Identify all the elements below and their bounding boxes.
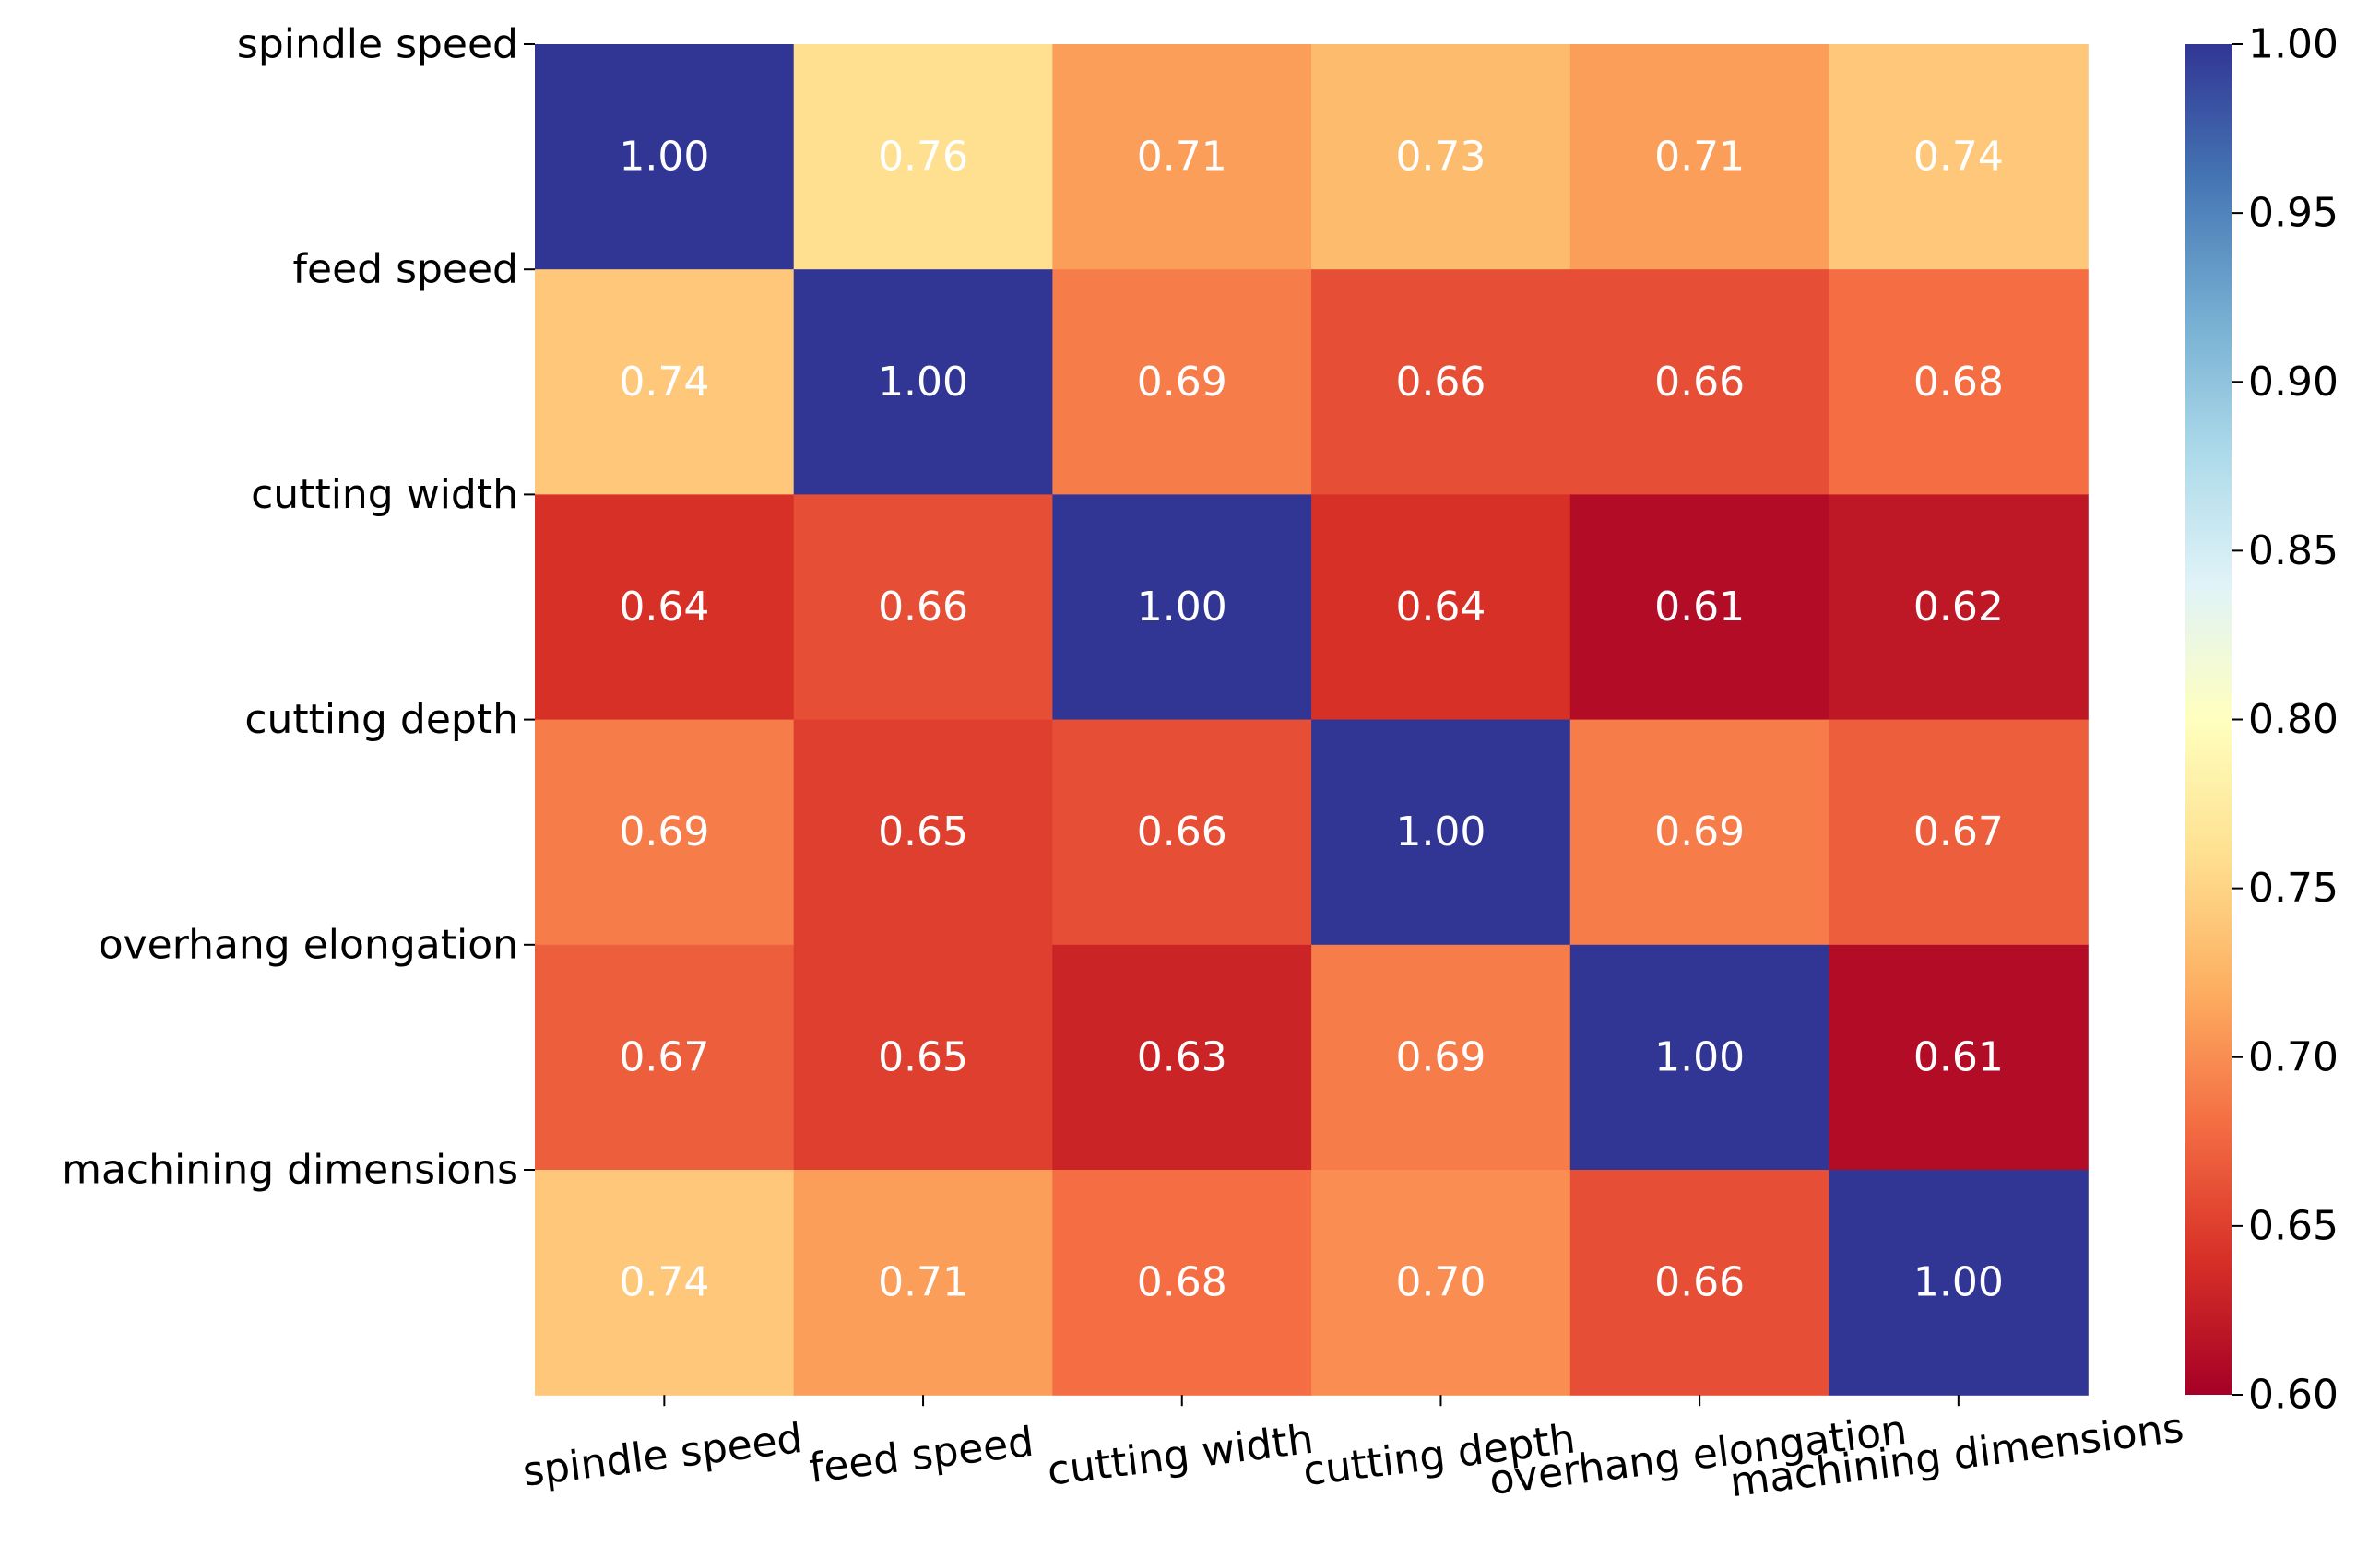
cell-value-label: 0.70 bbox=[1395, 1259, 1486, 1306]
heatmap-cell-3-1 bbox=[793, 719, 1053, 946]
colorbar-tick-label: 0.75 bbox=[2248, 865, 2339, 912]
cell-value-label: 0.69 bbox=[1137, 359, 1227, 406]
cell-value-label: 0.65 bbox=[878, 808, 968, 855]
cell-value-label: 0.67 bbox=[619, 1033, 709, 1080]
cell-value-label: 0.65 bbox=[878, 1033, 968, 1080]
colorbar-gradient bbox=[2185, 44, 2232, 1395]
cell-value-label: 0.68 bbox=[1137, 1259, 1227, 1306]
y-tick-label: overhang elongation bbox=[99, 921, 518, 968]
cell-value-label: 0.64 bbox=[1395, 584, 1486, 631]
colorbar-tick-label: 0.80 bbox=[2248, 696, 2339, 743]
heatmap-cell-4-3 bbox=[1311, 944, 1571, 1171]
cell-value-label: 0.71 bbox=[1654, 134, 1745, 181]
cell-value-label: 0.69 bbox=[619, 808, 709, 855]
cell-value-label: 0.63 bbox=[1137, 1033, 1227, 1080]
heatmap-cell-3-3 bbox=[1311, 719, 1571, 946]
heatmap-cell-0-5 bbox=[1829, 44, 2089, 270]
heatmap-cell-5-4 bbox=[1569, 1170, 1830, 1396]
heatmap-cell-1-5 bbox=[1829, 269, 2089, 495]
heatmap-cell-5-2 bbox=[1052, 1170, 1312, 1396]
heatmap-cell-5-3 bbox=[1311, 1170, 1571, 1396]
cell-value-label: 1.00 bbox=[878, 359, 968, 406]
x-tick-label: cutting width bbox=[1045, 1416, 1316, 1495]
cell-value-label: 1.00 bbox=[1654, 1033, 1745, 1080]
cell-value-label: 0.66 bbox=[1654, 359, 1745, 406]
heatmap-annotations: 1.00 0.76 0.71 0.73 0.71 0.74 0.74 1.00 0.69 0.66… bbox=[619, 134, 2003, 1306]
heatmap-cell-0-1 bbox=[793, 44, 1053, 270]
cell-value-label: 0.66 bbox=[1654, 1259, 1745, 1306]
x-axis: spindle speed feed speed cutting widthcutt… bbox=[520, 1395, 2186, 1506]
cell-value-label: 0.67 bbox=[1913, 808, 2004, 855]
cell-value-label: 1.00 bbox=[619, 134, 709, 181]
cell-value-label: 0.69 bbox=[1654, 808, 1745, 855]
cell-value-label: 0.66 bbox=[1137, 808, 1227, 855]
cell-value-label: 0.68 bbox=[1913, 359, 2004, 406]
cell-value-label: 0.71 bbox=[1137, 134, 1227, 181]
x-tick-label: feed speed bbox=[807, 1419, 1036, 1492]
cell-value-label: 0.61 bbox=[1913, 1033, 2004, 1080]
heatmap-cell-2-1 bbox=[793, 494, 1053, 721]
cell-value-label: 0.71 bbox=[878, 1259, 968, 1306]
heatmap-cell-4-0 bbox=[535, 944, 795, 1171]
heatmap-cell-4-1 bbox=[793, 944, 1053, 1171]
colorbar: 0.60 0.65 0.70 0.75 0.80 0.85 0.90 0.95 1.00 bbox=[2185, 21, 2339, 1419]
heatmap-cell-2-5 bbox=[1829, 494, 2089, 721]
cell-value-label: 1.00 bbox=[1137, 584, 1227, 631]
heatmap-cell-5-0 bbox=[535, 1170, 795, 1396]
cell-value-label: 0.74 bbox=[619, 1259, 709, 1306]
heatmap-cell-4-2 bbox=[1052, 944, 1312, 1171]
y-tick-label: machining dimensions bbox=[62, 1147, 518, 1194]
cell-value-label: 0.66 bbox=[878, 584, 968, 631]
cell-value-label: 0.66 bbox=[1395, 359, 1486, 406]
heatmap-cell-5-5 bbox=[1829, 1170, 2089, 1396]
y-tick-label: cutting width bbox=[251, 471, 518, 518]
cell-value-label: 0.74 bbox=[619, 359, 709, 406]
heatmap-cell-3-5 bbox=[1829, 719, 2089, 946]
cell-value-label: 0.69 bbox=[1395, 1033, 1486, 1080]
cell-value-label: 0.62 bbox=[1913, 584, 2004, 631]
heatmap-cell-3-2 bbox=[1052, 719, 1312, 946]
heatmap-cell-5-1 bbox=[793, 1170, 1053, 1396]
heatmap-cell-3-0 bbox=[535, 719, 795, 946]
colorbar-tick-label: 0.90 bbox=[2248, 359, 2339, 406]
colorbar-tick-label: 1.00 bbox=[2248, 21, 2339, 68]
heatmap-cell-0-0 bbox=[535, 44, 795, 270]
colorbar-tick-label: 0.95 bbox=[2248, 190, 2339, 237]
y-axis: spindle speed feed speed cutting width cutt… bbox=[62, 21, 535, 1194]
cell-value-label: 1.00 bbox=[1913, 1259, 2004, 1306]
heatmap-cell-4-5 bbox=[1829, 944, 2089, 1171]
cell-value-label: 0.76 bbox=[878, 134, 968, 181]
y-tick-label: cutting depth bbox=[244, 696, 518, 743]
heatmap-cell-1-2 bbox=[1052, 269, 1312, 495]
colorbar-tick-label: 0.85 bbox=[2248, 527, 2339, 574]
colorbar-tick-label: 0.65 bbox=[2248, 1202, 2339, 1249]
x-tick-label: spindle speed bbox=[520, 1415, 805, 1496]
colorbar-tick-label: 0.70 bbox=[2248, 1033, 2339, 1080]
heatmap-cell-1-3 bbox=[1311, 269, 1571, 495]
heatmap-cell-2-0 bbox=[535, 494, 795, 721]
cell-value-label: 0.64 bbox=[619, 584, 709, 631]
heatmap-cell-2-2 bbox=[1052, 494, 1312, 721]
heatmap-cell-2-4 bbox=[1569, 494, 1830, 721]
heatmap-cells bbox=[535, 44, 2089, 1396]
heatmap-cell-0-2 bbox=[1052, 44, 1312, 270]
heatmap-cell-4-4 bbox=[1569, 944, 1830, 1171]
cell-value-label: 0.73 bbox=[1395, 134, 1486, 181]
cell-value-label: 1.00 bbox=[1395, 808, 1486, 855]
y-tick-label: feed speed bbox=[293, 246, 518, 293]
cell-value-label: 0.74 bbox=[1913, 134, 2004, 181]
cell-value-label: 0.61 bbox=[1654, 584, 1745, 631]
colorbar-tick-label: 0.60 bbox=[2248, 1372, 2339, 1419]
heatmap-cell-0-3 bbox=[1311, 44, 1571, 270]
heatmap-cell-1-4 bbox=[1569, 269, 1830, 495]
heatmap-cell-1-1 bbox=[793, 269, 1053, 495]
heatmap-cell-2-3 bbox=[1311, 494, 1571, 721]
heatmap-cell-1-0 bbox=[535, 269, 795, 495]
heatmap-cell-3-4 bbox=[1569, 719, 1830, 946]
y-tick-label: spindle speed bbox=[237, 21, 518, 68]
heatmap-cell-0-4 bbox=[1569, 44, 1830, 270]
